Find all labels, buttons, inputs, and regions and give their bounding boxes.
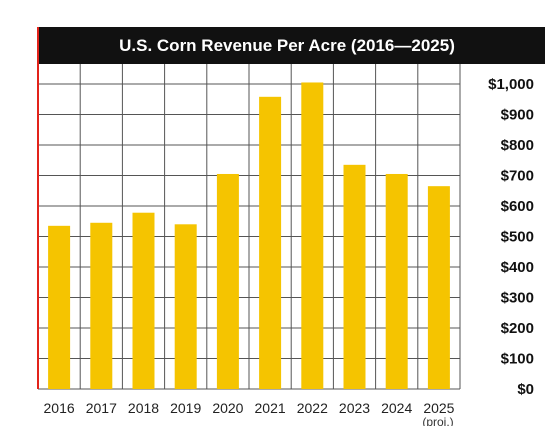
y-tick-labels: $0 $100 $200 $300 $400 $500 $600 $700 $800 $900 $1…: [488, 76, 534, 398]
bar-2018: [132, 212, 155, 389]
x-tick-label: 2022: [297, 400, 328, 416]
x-tick-label: 2025: [423, 400, 454, 416]
y-tick-label: $100: [501, 351, 534, 368]
bar-2025: [427, 186, 450, 389]
y-tick-label: $500: [501, 229, 534, 246]
y-tick-label: $1,000: [488, 76, 534, 93]
x-tick-label: 2019: [170, 400, 201, 416]
bar-2021: [259, 96, 282, 389]
bar-2016: [48, 225, 71, 389]
x-tick-label: 2024: [381, 400, 412, 416]
x-tick-label: 2018: [128, 400, 159, 416]
y-tick-label: $0: [517, 381, 534, 398]
x-tick-label: 2016: [44, 400, 75, 416]
chart-title: U.S. Corn Revenue Per Acre (2016—2025): [119, 36, 455, 55]
x-tick-label: 2023: [339, 400, 370, 416]
bars-group: [48, 82, 450, 389]
bar-2023: [343, 164, 366, 389]
y-tick-label: $200: [501, 320, 534, 337]
bar-2022: [301, 82, 324, 389]
y-tick-label: $300: [501, 290, 534, 307]
y-tick-label: $400: [501, 259, 534, 276]
bar-2024: [385, 173, 408, 389]
y-tick-label: $900: [501, 107, 534, 124]
y-tick-label: $700: [501, 168, 534, 185]
bar-2020: [216, 173, 239, 389]
x-tick-labels: 2016 2017 2018 2019 2020 2021 2022 2023 2024 2025: [44, 400, 455, 416]
x-tick-label: 2017: [86, 400, 117, 416]
x-tick-label: 2021: [255, 400, 286, 416]
bar-2019: [174, 224, 197, 389]
title-band: [37, 27, 545, 64]
bar-2017: [90, 222, 113, 389]
y-tick-label: $800: [501, 137, 534, 154]
y-tick-label: $600: [501, 198, 534, 215]
x-tick-label: 2020: [212, 400, 243, 416]
projection-note: (proj.): [422, 415, 453, 426]
